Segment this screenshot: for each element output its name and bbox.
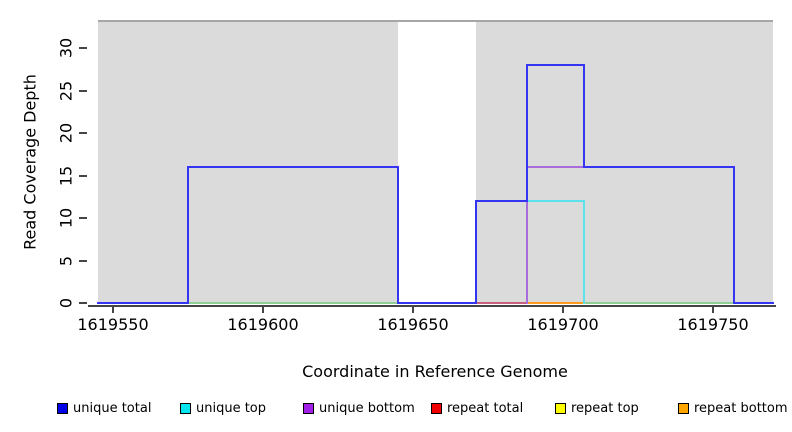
- y-tick: [79, 47, 87, 49]
- series-segment-unique-bottom-line: [526, 166, 528, 304]
- series-segment-unique-total-line: [187, 166, 189, 304]
- x-tick: [562, 307, 564, 313]
- y-tick: [79, 174, 87, 177]
- x-tick: [112, 307, 114, 313]
- y-tick-label: 30: [56, 37, 76, 59]
- series-segment-baseline-overlap-right: [583, 302, 735, 304]
- legend-label: repeat total: [447, 401, 524, 416]
- legend-swatch-repeat-top: [555, 403, 566, 414]
- series-segment-unique-total-line: [397, 302, 477, 304]
- x-tick: [712, 307, 714, 313]
- series-segment-unique-total-line: [397, 166, 399, 304]
- y-tick-label: 0: [56, 297, 76, 309]
- series-segment-repeat-bottom-baseline: [526, 302, 585, 304]
- y-axis-title: Read Coverage Depth: [20, 74, 40, 250]
- y-tick-label: 5: [56, 255, 76, 266]
- x-tick-label: 1619750: [677, 315, 749, 334]
- legend-swatch-unique-top: [180, 403, 191, 414]
- y-tick: [79, 132, 87, 134]
- legend-label: repeat bottom: [694, 401, 788, 416]
- legend: unique total unique top unique bottom repea…: [0, 395, 792, 432]
- legend-label: unique bottom: [319, 401, 415, 416]
- y-tick-label: 10: [56, 207, 76, 229]
- legend-label: repeat top: [571, 401, 639, 416]
- legend-swatch-repeat-total: [431, 403, 442, 414]
- x-tick: [262, 307, 264, 313]
- series-segment-repeat-total-baseline: [475, 302, 528, 304]
- x-axis-title: Coordinate in Reference Genome: [302, 362, 568, 381]
- y-tick: [79, 89, 87, 92]
- y-tick-label: 25: [56, 80, 76, 101]
- series-segment-unique-total-line: [733, 166, 735, 304]
- x-tick-label: 1619650: [377, 315, 449, 334]
- legend-swatch-repeat-bottom: [678, 403, 689, 414]
- series-segment-baseline-overlap-left: [187, 302, 399, 304]
- series-segment-unique-total-line: [526, 64, 528, 202]
- x-tick: [412, 307, 414, 313]
- series-segment-unique-total-line: [475, 200, 528, 202]
- series-segment-unique-total-line: [733, 302, 774, 304]
- x-tick-label: 1619600: [227, 315, 299, 334]
- x-axis-line: [88, 305, 776, 307]
- y-tick: [79, 259, 87, 262]
- series-segment-unique-top-line: [475, 200, 585, 202]
- y-tick: [79, 217, 87, 219]
- series-segment-unique-total-line: [187, 166, 399, 168]
- legend-label: unique total: [73, 401, 152, 416]
- series-segment-unique-top-line: [583, 200, 585, 304]
- y-tick: [79, 302, 87, 304]
- series-segment-unique-total-line: [526, 64, 585, 66]
- y-tick-label: 20: [56, 122, 76, 144]
- series-segment-unique-total-line: [97, 302, 189, 304]
- x-tick-label: 1619700: [527, 315, 599, 334]
- series-segment-unique-total-line: [583, 166, 735, 168]
- x-tick-label: 1619550: [77, 315, 149, 334]
- series-segment-unique-total-line: [475, 200, 477, 304]
- legend-label: unique top: [196, 401, 267, 416]
- y-tick-label: 15: [56, 165, 76, 186]
- gap-region: [398, 22, 476, 303]
- legend-swatch-unique-bottom: [303, 403, 314, 414]
- series-segment-unique-total-line: [583, 64, 585, 168]
- plot-top-border: [98, 20, 773, 22]
- legend-swatch-unique-total: [57, 403, 68, 414]
